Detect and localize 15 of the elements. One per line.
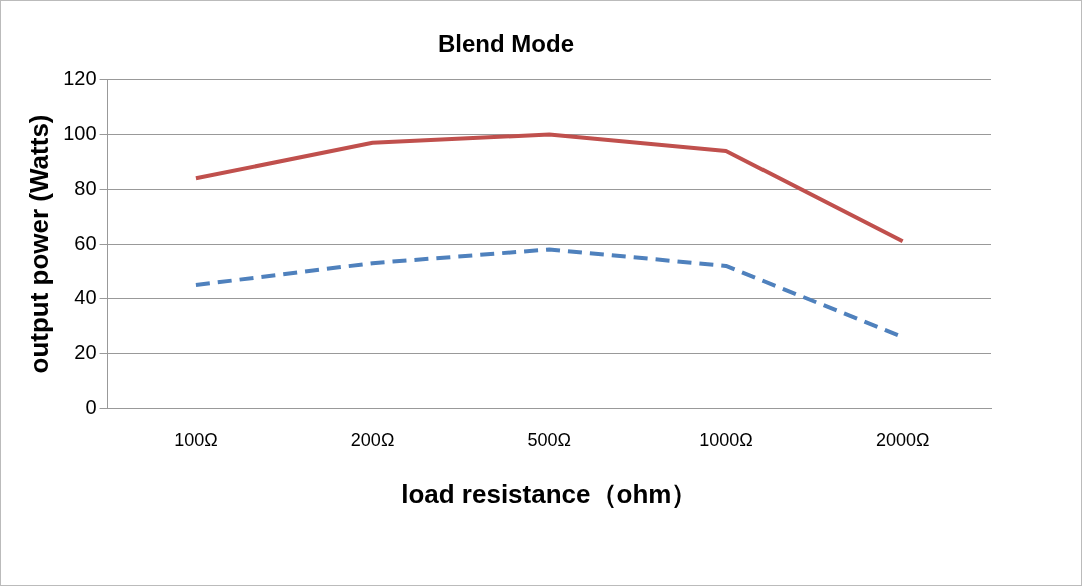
y-tick-label: 0 [85,395,97,418]
x-tick-label: 200Ω [350,429,395,450]
y-tick-label: 120 [63,67,97,90]
x-tick-label: 1000Ω [699,429,753,450]
x-tick-label: 500Ω [527,429,572,450]
y-tick-label: 100 [63,122,97,145]
y-tick-label: 20 [74,340,97,363]
y-axis-title: output power (Watts) [23,114,54,374]
chart-title: Blend Mode [438,30,574,58]
y-tick-label: 40 [74,286,97,309]
x-tick-label: 2000Ω [875,429,930,450]
x-axis-title: load resistance（ohm） [401,478,698,509]
y-tick-label: 80 [74,176,97,199]
x-tick-label: 100Ω [174,429,218,450]
y-tick-label: 60 [74,231,97,254]
